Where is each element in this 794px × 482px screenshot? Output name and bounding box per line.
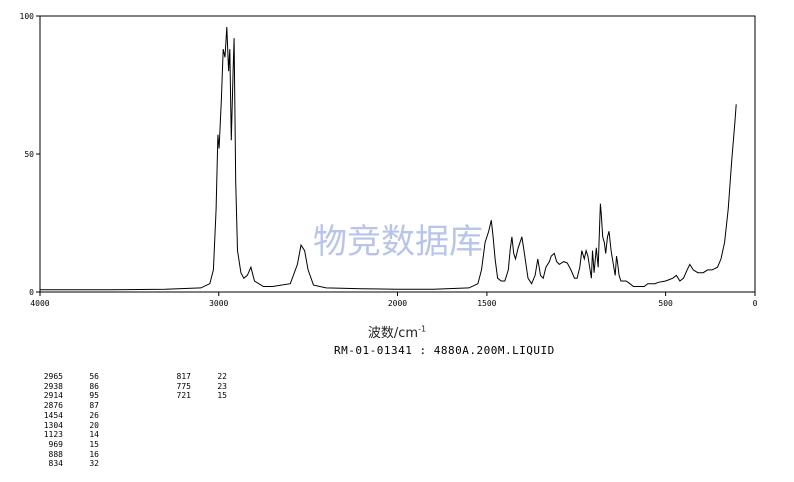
peak-row: 721 15 [165, 391, 227, 401]
sample-info: RM-01-01341 : 4880A.200M.LIQUID [334, 344, 555, 357]
peak-transmittance: 87 [89, 401, 99, 411]
y-tick-label: 0 [29, 288, 34, 297]
x-tick-label: 2000 [388, 299, 407, 308]
x-tick-label: 0 [753, 299, 758, 308]
x-tick-label: 4000 [30, 299, 49, 308]
peak-wavenumber: 969 [48, 439, 63, 449]
peak-row: 2914 95 [37, 391, 99, 401]
peak-wavenumber: 1304 [43, 420, 63, 430]
x-axis-label-superscript: -1 [418, 324, 427, 334]
series-line [40, 26, 737, 291]
x-axis-label-text: 波数/cm [367, 326, 419, 341]
peak-row: 775 23 [165, 382, 227, 392]
peak-transmittance: 16 [89, 449, 99, 459]
peak-row: 2938 86 [37, 382, 99, 392]
y-tick-label: 100 [20, 12, 35, 21]
peak-transmittance: 95 [89, 391, 99, 401]
peak-wavenumber: 2914 [43, 391, 63, 401]
peak-wavenumber: 721 [176, 391, 191, 401]
peak-row: 1123 14 [37, 430, 99, 440]
peak-wavenumber: 775 [176, 381, 191, 391]
peak-transmittance: 20 [89, 420, 99, 430]
peak-transmittance: 15 [217, 391, 227, 401]
peak-row: 2965 56 [37, 372, 99, 382]
peak-transmittance: 22 [217, 372, 227, 381]
peak-transmittance: 23 [217, 381, 227, 391]
peak-wavenumber: 1123 [43, 430, 63, 440]
peak-transmittance: 15 [89, 439, 99, 449]
ir-spectrum-chart: 物竞数据库 4000 3000 2000 1500 500 0 0 50 100 [20, 12, 758, 308]
peak-transmittance: 26 [89, 410, 99, 420]
peak-table-column-2: 817 22 775 23 721 15 [165, 372, 227, 401]
peak-row: 969 15 [37, 440, 99, 450]
x-tick-label: 500 [658, 299, 673, 308]
peak-transmittance: 86 [89, 381, 99, 391]
peak-wavenumber: 2938 [43, 381, 63, 391]
peak-transmittance: 32 [89, 459, 99, 469]
peak-transmittance: 56 [89, 372, 99, 381]
peak-wavenumber: 817 [176, 372, 191, 381]
peak-wavenumber: 2965 [43, 372, 63, 381]
peak-row: 1454 26 [37, 411, 99, 421]
peak-wavenumber: 2876 [43, 401, 63, 411]
x-tick-label: 3000 [209, 299, 228, 308]
x-tick-label: 1500 [477, 299, 496, 308]
y-tick-label: 50 [24, 150, 34, 159]
chart-ticks: 4000 3000 2000 1500 500 0 0 50 100 [20, 12, 758, 308]
watermark: 物竞数据库 [313, 222, 483, 262]
peak-wavenumber: 1454 [43, 410, 63, 420]
peak-row: 2876 87 [37, 401, 99, 411]
peak-table-column-1: 2965 56 2938 86 2914 95 2876 87 1454 26 1304 20 1123… [37, 372, 99, 469]
peak-row: 888 16 [37, 450, 99, 460]
peak-row: 1304 20 [37, 421, 99, 431]
peak-wavenumber: 834 [48, 459, 63, 469]
peak-transmittance: 14 [89, 430, 99, 440]
peak-wavenumber: 888 [48, 449, 63, 459]
peak-row: 834 32 [37, 459, 99, 469]
x-axis-label: 波数/cm-1 [0, 322, 794, 341]
peak-row: 817 22 [165, 372, 227, 382]
